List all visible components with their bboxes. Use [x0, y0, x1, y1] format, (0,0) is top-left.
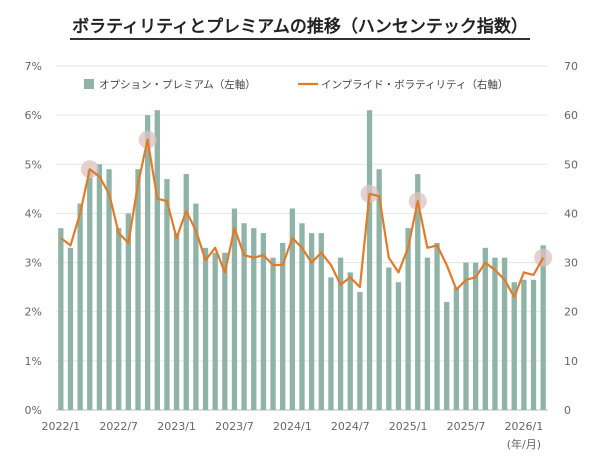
bar — [231, 208, 238, 410]
bar — [67, 247, 74, 410]
legend-swatch-premium — [84, 79, 94, 89]
bar — [144, 115, 151, 411]
y-right-tick-label: 40 — [564, 207, 578, 220]
x-unit-label: (年/月) — [507, 437, 541, 451]
y-left-tick-label: 5% — [25, 158, 42, 171]
bar — [251, 228, 257, 410]
bar — [96, 164, 103, 410]
y-left-tick-label: 3% — [25, 257, 42, 270]
x-tick-label: 2023/1 — [157, 420, 196, 433]
y-left-tick-label: 4% — [25, 207, 42, 220]
bar — [173, 233, 180, 410]
bar — [434, 242, 440, 410]
bar — [318, 233, 324, 410]
y-right-tick-label: 10 — [564, 355, 578, 368]
bar — [424, 257, 431, 410]
bar — [106, 169, 112, 410]
iv-line — [60, 138, 545, 299]
bar — [280, 242, 286, 410]
bar — [472, 262, 479, 410]
x-tick-label: 2023/7 — [215, 420, 254, 433]
y-right-tick-label: 60 — [564, 109, 578, 122]
bar — [193, 203, 199, 410]
bar — [164, 179, 170, 410]
bar — [299, 223, 305, 410]
bar — [202, 247, 209, 410]
bar — [415, 174, 421, 410]
bar — [521, 279, 527, 410]
x-tick-label: 2026/1 — [505, 420, 544, 433]
chart-title: ボラティリティとプレミアムの推移（ハンセンテック指数） — [72, 17, 528, 37]
y-left-tick-label: 6% — [25, 109, 42, 122]
bar — [308, 233, 315, 410]
bar — [366, 110, 373, 410]
x-tick-label: 2025/1 — [389, 420, 428, 433]
legend-label-iv: インプライド・ボラティリティ（右軸） — [321, 78, 508, 91]
title-underline — [70, 38, 530, 40]
bar — [222, 252, 228, 410]
bar — [270, 257, 276, 410]
y-left-tick-label: 7% — [25, 60, 42, 73]
bar — [328, 277, 334, 410]
bar — [376, 169, 382, 410]
bar — [511, 282, 517, 410]
bar — [125, 213, 132, 410]
bar — [212, 252, 218, 410]
y-right-tick-label: 30 — [564, 257, 578, 270]
bar — [241, 223, 247, 410]
bar — [183, 174, 189, 410]
bar — [540, 245, 546, 410]
bar — [289, 208, 296, 410]
bar — [405, 228, 411, 410]
bar — [492, 257, 498, 410]
bar — [347, 272, 353, 410]
bar — [116, 228, 122, 410]
x-tick-label: 2025/7 — [447, 420, 486, 433]
y-left-tick-label: 2% — [25, 306, 42, 319]
bar — [58, 228, 64, 410]
y-left-tick-label: 0% — [25, 404, 42, 417]
bar — [482, 247, 488, 410]
bar — [453, 287, 460, 410]
bar — [135, 169, 141, 410]
highlight-circle — [534, 248, 553, 267]
y-right-tick-label: 70 — [564, 60, 578, 73]
bar — [77, 203, 83, 410]
x-tick-label: 2022/7 — [99, 420, 138, 433]
x-tick-label: 2024/1 — [273, 420, 312, 433]
bar — [337, 257, 344, 410]
bar — [444, 301, 450, 410]
bar — [260, 233, 267, 410]
x-tick-label: 2022/1 — [41, 420, 80, 433]
bar — [530, 279, 537, 410]
bar — [357, 292, 363, 410]
y-right-tick-label: 0 — [564, 404, 571, 417]
x-tick-label: 2024/7 — [331, 420, 370, 433]
y-left-tick-label: 1% — [25, 355, 42, 368]
bar — [395, 282, 402, 410]
bar — [463, 262, 469, 410]
bar — [154, 110, 160, 410]
bar — [501, 257, 508, 410]
y-right-tick-label: 50 — [564, 158, 578, 171]
bar — [87, 169, 93, 410]
bar — [386, 267, 392, 410]
legend-label-premium: オプション・プレミアム（左軸） — [99, 78, 256, 91]
y-right-tick-label: 20 — [564, 306, 578, 319]
